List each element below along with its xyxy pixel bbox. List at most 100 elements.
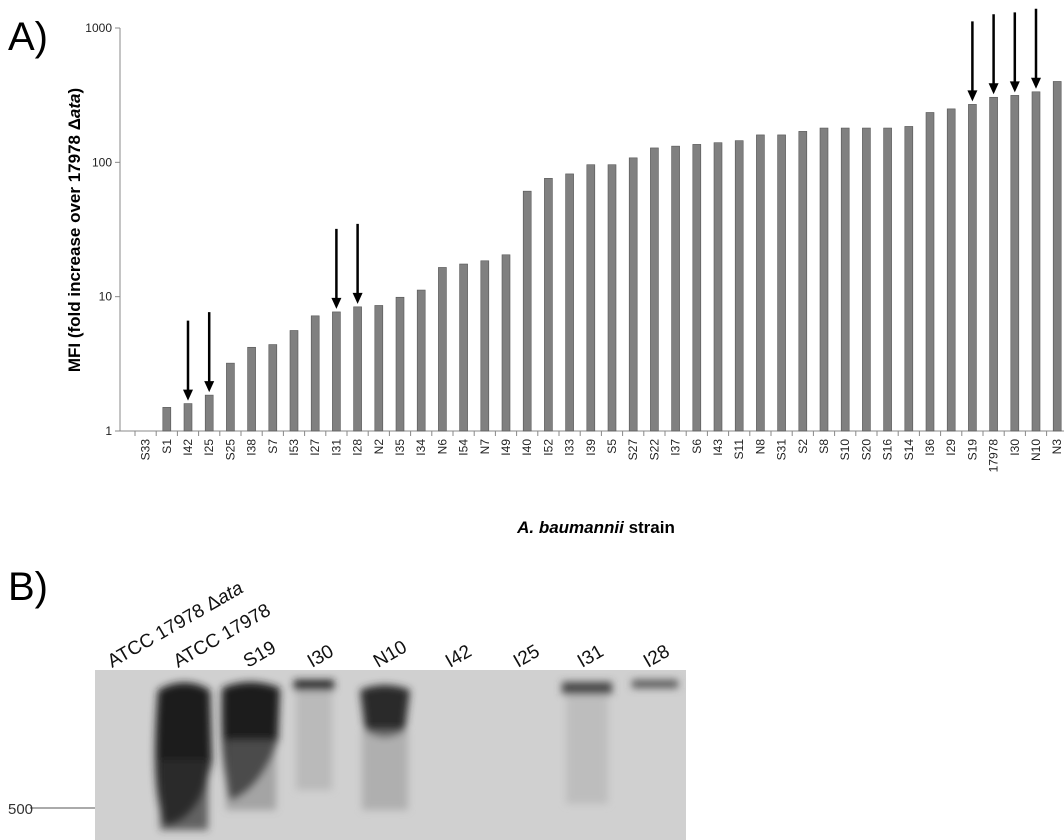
bar (714, 143, 722, 431)
bar (226, 363, 234, 431)
lane-label-part: S19 (240, 637, 280, 672)
x-tick-label: I25 (202, 439, 216, 456)
bar (205, 395, 213, 431)
x-tick-label: S6 (690, 439, 704, 454)
bar (820, 128, 828, 431)
x-tick-label: I38 (245, 439, 259, 456)
bar (269, 345, 277, 431)
x-tick-label: N3 (1050, 439, 1064, 455)
x-tick-label: S8 (817, 439, 831, 454)
x-tick-label: S33 (139, 439, 153, 461)
bar (629, 158, 637, 431)
bar (311, 316, 319, 431)
bar (693, 144, 701, 431)
x-tick-label: S20 (859, 439, 873, 461)
lane-label: I25 (510, 641, 543, 672)
bar (608, 165, 616, 431)
bar (862, 128, 870, 431)
lane-label: I31 (574, 641, 607, 672)
bar (481, 261, 489, 431)
x-tick-label: I49 (499, 439, 513, 456)
x-tick-label: I53 (287, 439, 301, 456)
panel-label: B) (8, 565, 48, 609)
lane-label-part: I25 (510, 641, 543, 672)
x-tick-label: I37 (669, 439, 683, 456)
lane-label-part: I42 (442, 641, 475, 672)
bar (502, 255, 510, 431)
x-tick-label: S11 (732, 439, 746, 460)
x-tick-label: N8 (753, 439, 767, 455)
x-tick-label: I27 (308, 439, 322, 456)
x-tick-label: I36 (923, 439, 937, 456)
x-tick-label: I28 (351, 439, 365, 456)
arrow-head (331, 298, 341, 309)
bar (735, 141, 743, 431)
lane-label-part: N10 (370, 637, 411, 673)
lane-label: I28 (640, 641, 673, 672)
x-tick-label: I30 (1008, 439, 1022, 456)
lane-label: N10 (370, 637, 411, 673)
bar (1011, 95, 1019, 431)
x-tick-label: I39 (584, 439, 598, 456)
x-label-part: A. baumannii (516, 518, 625, 537)
x-tick-label: I43 (711, 439, 725, 456)
blot (30, 670, 686, 840)
panel-label: A) (8, 15, 48, 59)
x-tick-label: S31 (775, 439, 789, 461)
x-tick-label: I54 (457, 439, 471, 456)
bar (968, 104, 976, 431)
x-tick-label: S19 (965, 439, 979, 461)
x-tick-label: I52 (541, 439, 555, 456)
bar (926, 112, 934, 431)
x-tick-label: I42 (181, 439, 195, 456)
x-label-part: strain (624, 518, 675, 537)
lane-label-part: I28 (640, 641, 673, 672)
bar (587, 165, 595, 431)
bar (332, 312, 340, 431)
x-tick-label: I29 (944, 439, 958, 456)
bar (163, 407, 171, 431)
x-tick-label: S7 (266, 439, 280, 454)
x-tick-label: I33 (563, 439, 577, 456)
bar (248, 347, 256, 431)
lane-label-part: ATCC 17978 Δ (104, 591, 224, 673)
x-tick-label: S5 (605, 439, 619, 454)
arrow-head (1010, 81, 1020, 92)
x-tick-label: S25 (223, 439, 237, 461)
y-label-part: MFI (fold increase over 17978 Δ (65, 118, 84, 372)
bar (778, 135, 786, 431)
y-tick-label: 1000 (85, 21, 112, 35)
arrow-head (989, 83, 999, 94)
bar (799, 131, 807, 431)
bar (905, 126, 913, 431)
bar (523, 191, 531, 431)
bar (396, 297, 404, 431)
x-tick-label: 17978 (987, 439, 1001, 473)
bar (438, 267, 446, 431)
bar (884, 128, 892, 431)
arrow-head (967, 90, 977, 101)
x-tick-label: N6 (435, 439, 449, 455)
x-tick-label: N7 (478, 439, 492, 455)
arrow-head (183, 390, 193, 401)
x-tick-label: S10 (838, 439, 852, 461)
x-tick-label: S1 (160, 439, 174, 454)
arrow-head (353, 293, 363, 304)
x-tick-label: I31 (329, 439, 343, 456)
bar (990, 97, 998, 431)
lane-label: I30 (304, 641, 337, 672)
bar (672, 146, 680, 431)
bar (1053, 81, 1061, 431)
y-label-part: ) (65, 88, 84, 94)
x-tick-label: S16 (881, 439, 895, 461)
bar (566, 174, 574, 431)
x-tick-label: N2 (372, 439, 386, 455)
x-tick-label: S27 (626, 439, 640, 461)
arrow-head (204, 381, 214, 392)
bar (1032, 92, 1040, 431)
lane-label: S19 (240, 637, 280, 672)
bar (290, 330, 298, 431)
bar (354, 307, 362, 431)
x-tick-label: I35 (393, 439, 407, 456)
bar (544, 178, 552, 431)
